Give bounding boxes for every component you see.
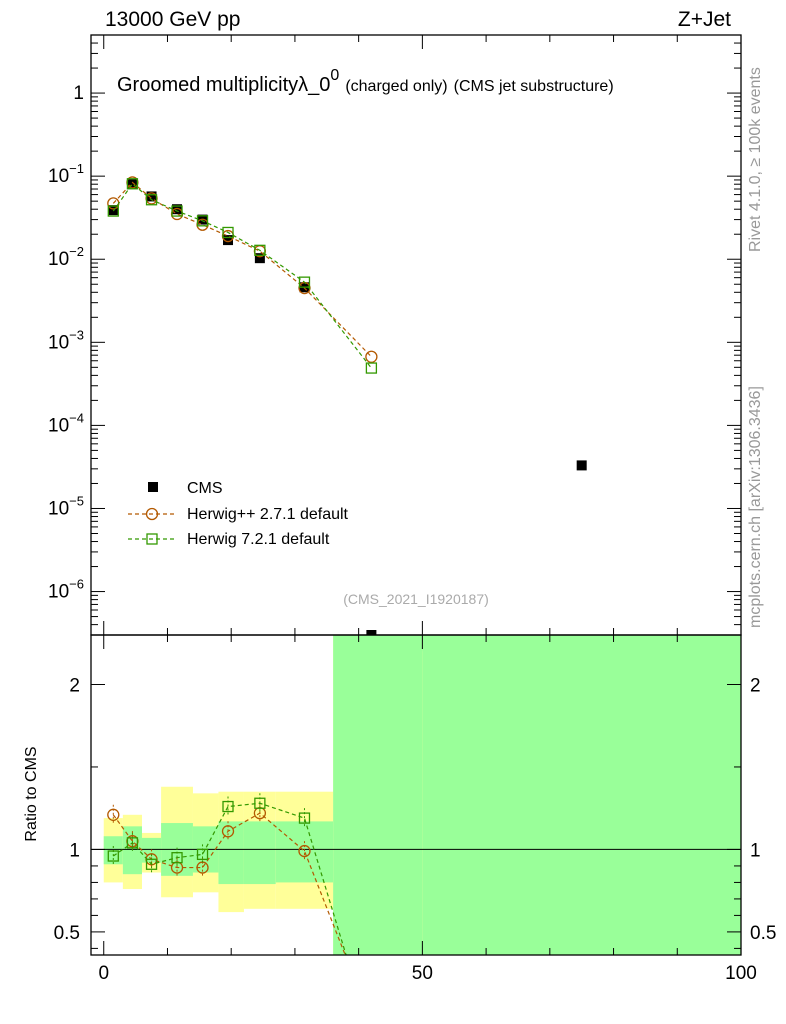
xtick-label-0: 0	[98, 963, 109, 984]
herwig7-point-8	[365, 362, 378, 374]
ratio-ytick-label-1: 1	[69, 840, 80, 861]
ratio-herwig7-point-4	[196, 848, 209, 861]
upper-ytick-label-4: 10−2	[48, 244, 84, 270]
cms-point-9	[576, 460, 587, 471]
upper-line-1	[112, 181, 372, 358]
ratio-herwig7-point-1	[126, 837, 139, 849]
band-green-7	[275, 821, 334, 883]
title-small-1: (charged only)	[345, 78, 447, 95]
upper-ytick-exp-5: −1	[69, 161, 84, 176]
upper-ytick-label-3: 10−3	[48, 327, 84, 353]
ratio-line-0	[112, 812, 346, 955]
upper-ytick-base-4: 10	[48, 249, 69, 270]
upper-ytick-label-1: 10−5	[48, 493, 84, 519]
ratio-ytick-label-0: 0.5	[54, 923, 80, 944]
herwig7-point-1	[126, 178, 139, 190]
upper-ytick-base-6: 1	[73, 83, 84, 104]
title-small-2: (CMS jet substructure)	[454, 78, 614, 95]
cms-point-8	[366, 630, 377, 635]
upper-line-2	[112, 182, 372, 369]
herwig7-point-7	[298, 276, 311, 288]
rivet-label: Rivet 4.1.0, ≥ 100k events	[747, 67, 764, 252]
xtick-label-1: 50	[412, 963, 433, 984]
upper-ytick-base-1: 10	[48, 498, 69, 519]
mcplots-label: mcplots.cern.ch [arXiv:1306.3436]	[747, 386, 764, 628]
xtick-label-2: 100	[725, 963, 757, 984]
upper-ytick-exp-3: −3	[69, 327, 84, 342]
analysis-label: (CMS_2021_I1920187)	[343, 591, 489, 607]
header-left: 13000 GeV pp	[105, 8, 240, 31]
ratio-herwigpp-point-0	[107, 808, 120, 821]
ratio-herwigpp-point-5	[221, 825, 235, 838]
upper-ytick-base-0: 10	[48, 582, 69, 603]
cms-point-6	[254, 253, 265, 264]
upper-ytick-label-2: 10−4	[48, 410, 84, 436]
ratio-series	[107, 793, 347, 955]
title-sup: 0	[330, 67, 339, 84]
band-green-9	[422, 635, 741, 955]
ratio-ylabel: Ratio to CMS	[23, 746, 40, 841]
legend-cms-marker	[148, 482, 158, 492]
legend-herwigpp-marker	[145, 507, 159, 521]
herwigpp-point-8	[365, 350, 378, 363]
cms-point-5	[223, 235, 234, 246]
legend-cms-label: CMS	[187, 480, 223, 497]
upper-ytick-label-6: 1	[73, 83, 84, 104]
herwig7-point-2	[145, 194, 158, 206]
band-green-8	[333, 635, 423, 955]
cms-point-2	[146, 191, 157, 202]
ratio-frame	[90, 634, 742, 956]
ratio-herwigpp-point-7	[298, 844, 311, 858]
upper-ytick-label-5: 10−1	[48, 161, 84, 187]
herwig7-point-4	[196, 215, 209, 227]
legend-herwigpp-label: Herwig++ 2.7.1 default	[187, 506, 349, 523]
axes: 10−610−510−410−310−210−110.5 0.51 12 20 50 10…	[48, 34, 776, 984]
ratio-ytick-label-right-1: 1	[750, 840, 761, 861]
ratio-ytick-label-right-0: 0.5	[750, 923, 776, 944]
herwig7-point-6	[254, 244, 266, 256]
legend-herwig7-marker	[146, 533, 158, 545]
herwig7-point-0	[107, 205, 119, 217]
ratio-uncertainty-bands	[91, 635, 741, 955]
upper-ytick-exp-1: −5	[69, 493, 84, 508]
ratio-ytick-label-2: 2	[69, 675, 80, 696]
herwig7-point-5	[222, 226, 234, 239]
ratio-herwig7-point-3	[171, 852, 183, 864]
legend: CMS Herwig++ 2.7.1 default Herwig 7.2.1 …	[128, 480, 349, 548]
plot-title: Groomed multiplicityλ_00 (charged only) (C…	[117, 67, 614, 96]
legend-herwig7-label: Herwig 7.2.1 default	[187, 531, 330, 548]
upper-ytick-base-2: 10	[48, 415, 69, 436]
header-right: Z+Jet	[678, 8, 731, 31]
title-main: Groomed multiplicityλ_0	[117, 74, 330, 96]
upper-ytick-exp-4: −2	[69, 244, 84, 259]
ratio-herwig7-point-6	[254, 797, 266, 809]
cms-point-3	[172, 204, 183, 215]
ratio-herwig7-point-0	[107, 850, 119, 862]
upper-series	[107, 176, 587, 635]
ratio-herwig7-point-5	[222, 800, 234, 813]
ratio-herwig7-point-7	[298, 812, 311, 824]
cms-point-1	[127, 179, 138, 190]
upper-ytick-exp-0: −6	[69, 577, 84, 592]
upper-ytick-label-0: 10−6	[48, 577, 84, 603]
band-green-6	[243, 821, 276, 885]
ratio-herwig7-point-2	[145, 858, 158, 870]
herwig7-point-3	[171, 205, 183, 217]
upper-ytick-exp-2: −4	[69, 410, 84, 425]
upper-ytick-base-3: 10	[48, 332, 69, 353]
upper-ytick-base-5: 10	[48, 166, 69, 187]
ratio-ytick-label-right-2: 2	[750, 675, 761, 696]
